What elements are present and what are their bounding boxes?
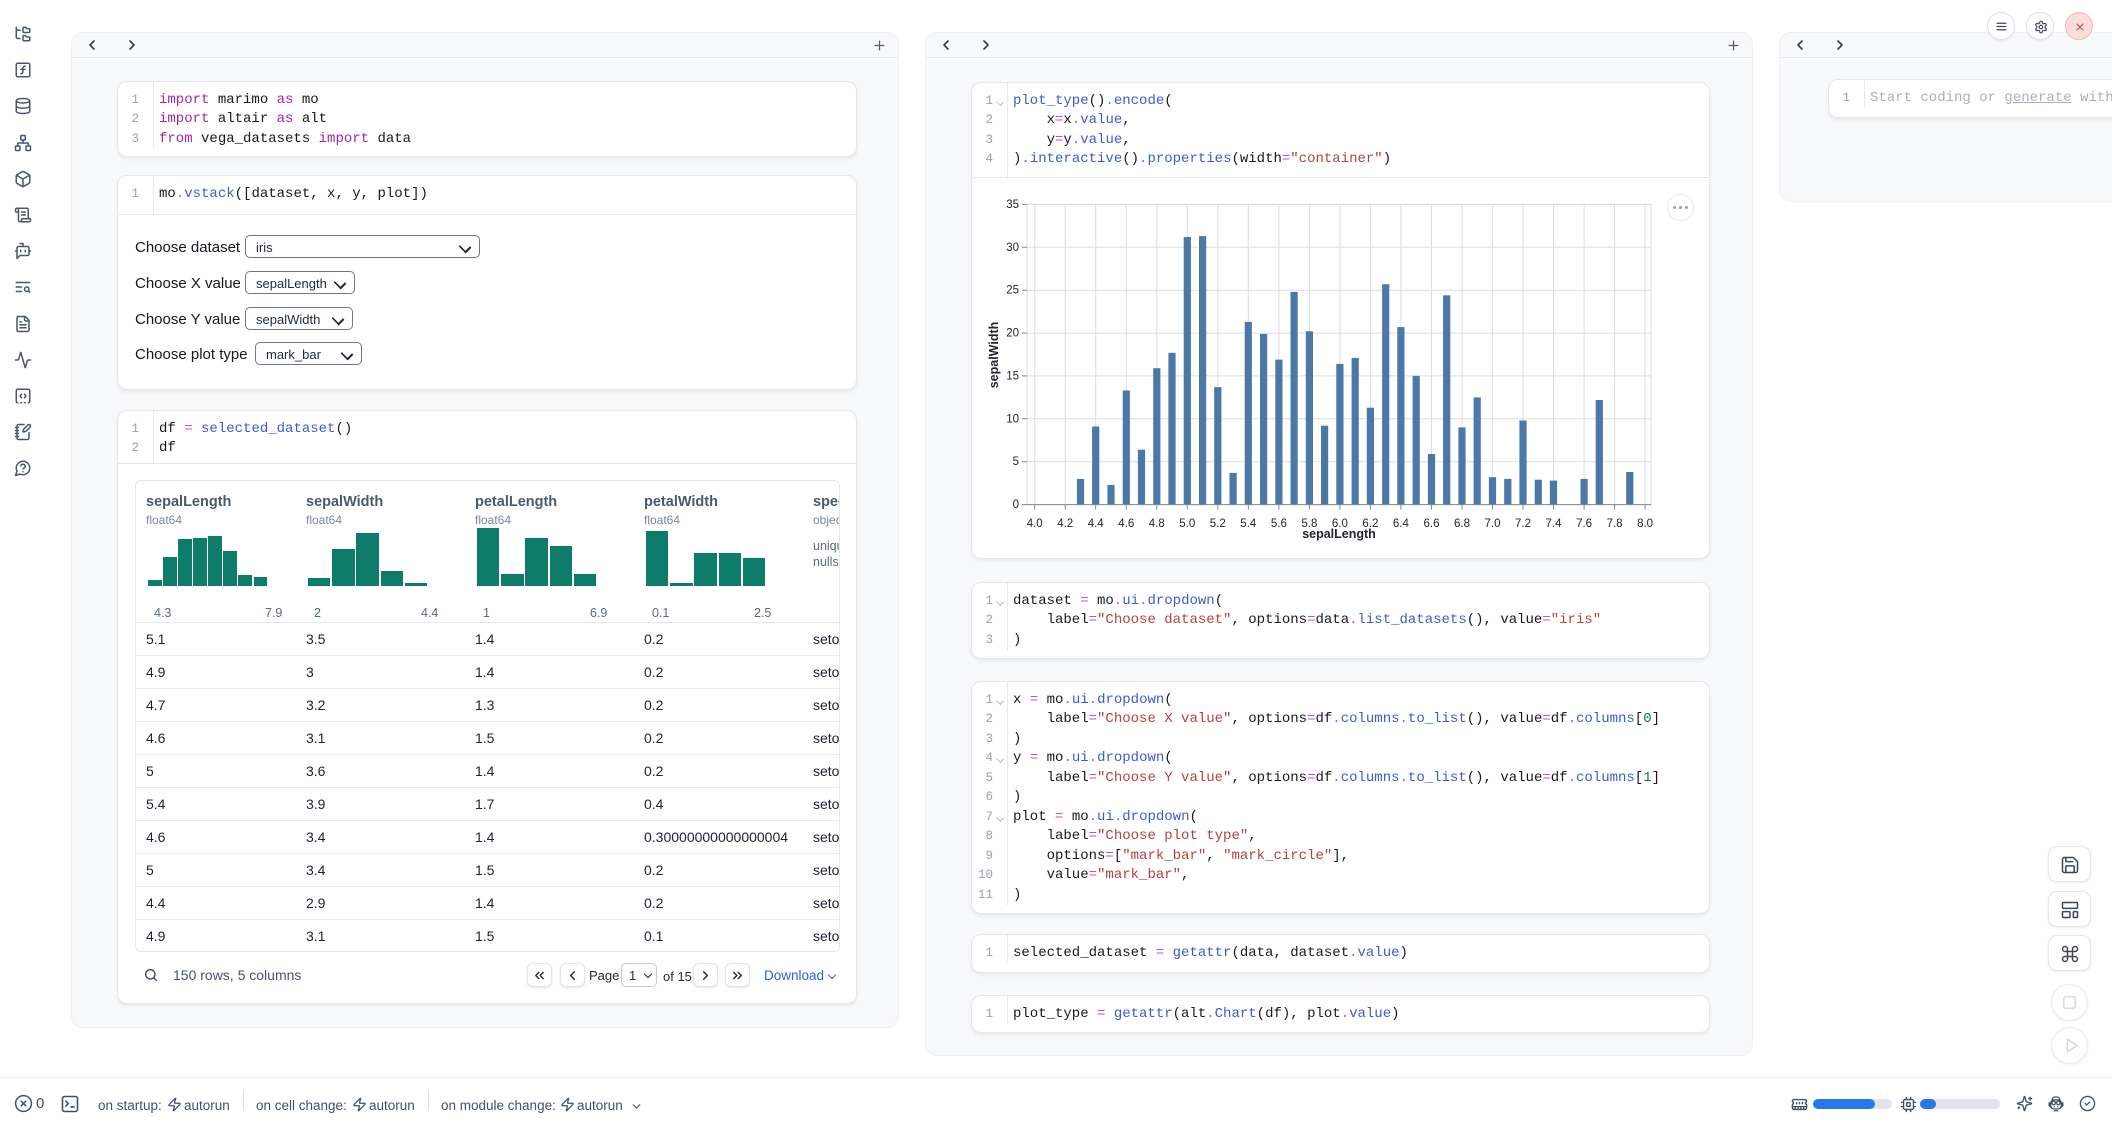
svg-text:6.0: 6.0 [1332,518,1348,530]
svg-text:5.2: 5.2 [1210,518,1226,530]
svg-text:5: 5 [1013,456,1019,468]
svg-text:7.8: 7.8 [1607,518,1623,530]
svg-text:6.8: 6.8 [1454,518,1470,530]
svg-text:0: 0 [1013,499,1019,511]
svg-text:6.4: 6.4 [1393,518,1410,530]
svg-text:35: 35 [1006,199,1019,211]
svg-text:10: 10 [1006,413,1019,425]
svg-text:5.8: 5.8 [1301,518,1317,530]
svg-text:sepalWidth: sepalWidth [987,322,1001,389]
svg-text:4.2: 4.2 [1057,518,1073,530]
svg-text:sepalLength: sepalLength [1302,527,1376,541]
svg-text:30: 30 [1006,242,1019,254]
svg-text:6.6: 6.6 [1424,518,1440,530]
svg-text:4.6: 4.6 [1118,518,1134,530]
svg-text:25: 25 [1006,285,1019,297]
svg-text:7.0: 7.0 [1485,518,1501,530]
svg-text:4.8: 4.8 [1149,518,1165,530]
svg-text:20: 20 [1006,328,1019,340]
svg-text:6.2: 6.2 [1362,518,1378,530]
svg-text:7.4: 7.4 [1546,518,1563,530]
svg-text:7.6: 7.6 [1576,518,1592,530]
svg-text:7.2: 7.2 [1515,518,1531,530]
svg-text:4.4: 4.4 [1088,518,1105,530]
svg-text:5.4: 5.4 [1240,518,1257,530]
svg-text:5.6: 5.6 [1271,518,1287,530]
svg-text:5.0: 5.0 [1179,518,1195,530]
svg-text:4.0: 4.0 [1027,518,1043,530]
svg-text:15: 15 [1006,370,1019,382]
svg-text:8.0: 8.0 [1637,518,1653,530]
